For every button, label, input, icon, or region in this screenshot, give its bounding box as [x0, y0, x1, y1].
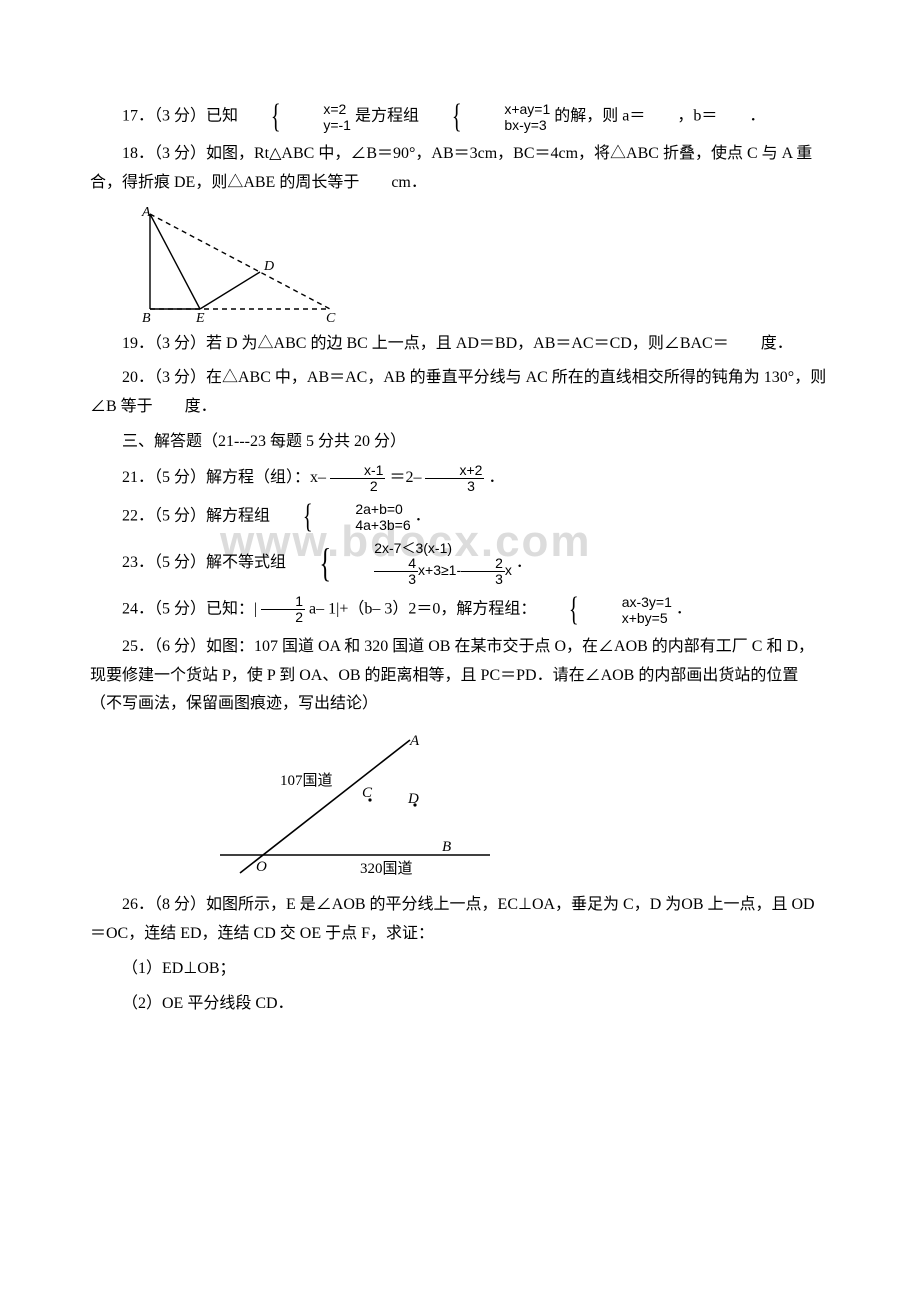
eq: 2x-7＜3(x-1): [342, 540, 512, 556]
q22-system: { 2a+b=0 4a+3b=6: [274, 500, 411, 534]
q17-system-1: { x=2 y=-1: [242, 100, 351, 134]
pt-c: C: [326, 311, 336, 324]
eq: 4 3 x+3≥1- 2 3 x: [342, 556, 512, 587]
q17-suffix: 的解，则 a＝ ，b＝ ．: [554, 108, 765, 125]
question-21: 21．（5 分）解方程（组）：x– x-1 2 ＝2– x+2 3 ．: [90, 463, 830, 494]
pt-d: D: [407, 791, 419, 807]
eq: x+by=5: [590, 610, 672, 626]
question-19: 19．（3 分）若 D 为△ABC 的边 BC 上一点，且 AD＝BD，AB＝A…: [90, 330, 830, 359]
q18-text: 18．（3 分）如图，Rt△ABC 中，∠B＝90°，AB＝3cm，BC＝4cm…: [90, 145, 812, 191]
pt-a: A: [141, 205, 151, 220]
eq: 2a+b=0: [323, 501, 410, 517]
q22-prefix: 22．（5 分）解方程组: [122, 507, 270, 524]
q23-suffix: ．: [516, 554, 532, 571]
q26-p2: （2）OE 平分线段 CD．: [122, 995, 294, 1012]
q19-text: 19．（3 分）若 D 为△ABC 的边 BC 上一点，且 AD＝BD，AB＝A…: [122, 335, 793, 352]
fraction: 1 2: [261, 594, 305, 625]
fraction: x-1 2: [330, 463, 385, 494]
pt-o: O: [256, 859, 267, 875]
pt-b: B: [142, 311, 151, 324]
figure-q25: 107国道 320国道 A B O C D: [210, 725, 830, 885]
eq: y=-1: [291, 117, 351, 133]
q21-suffix: ．: [488, 469, 504, 486]
question-25: 25．（6 分）如图：107 国道 OA 和 320 国道 OB 在某市交于点 …: [90, 633, 830, 719]
q17-system-2: { x+ay=1 bx-y=3: [423, 100, 550, 134]
eq: x+ay=1: [472, 101, 550, 117]
question-26-part1: （1）ED⊥OB；: [90, 955, 830, 984]
figure-q18: A B C D E: [130, 204, 830, 324]
q20-text: 20．（3 分）在△ABC 中，AB＝AC，AB 的垂直平分线与 AC 所在的直…: [90, 369, 826, 415]
q26-p1: （1）ED⊥OB；: [122, 960, 236, 977]
question-26: 26．（8 分）如图所示，E 是∠AOB 的平分线上一点，EC⊥OA，垂足为 C…: [90, 891, 830, 949]
pt-a: A: [409, 733, 420, 749]
q21-prefix: 21．（5 分）解方程（组）：x–: [122, 469, 326, 486]
q25-text: 25．（6 分）如图：107 国道 OA 和 320 国道 OB 在某市交于点 …: [90, 638, 814, 713]
question-26-part2: （2）OE 平分线段 CD．: [90, 990, 830, 1019]
q24-prefix: 24．（5 分）已知：|: [122, 600, 257, 617]
pt-b: B: [442, 839, 451, 855]
q23-prefix: 23．（5 分）解不等式组: [122, 554, 286, 571]
pt-d: D: [263, 259, 274, 274]
label-107: 107国道: [280, 772, 333, 789]
q17-mid: 是方程组: [355, 108, 419, 125]
q26-text: 26．（8 分）如图所示，E 是∠AOB 的平分线上一点，EC⊥OA，垂足为 C…: [90, 896, 815, 942]
q24-system: { ax-3y=1 x+by=5: [540, 593, 672, 627]
q24-mid: a– 1|+（b– 3）2＝0，解方程组：: [309, 600, 536, 617]
eq: bx-y=3: [472, 117, 550, 133]
question-22: 22．（5 分）解方程组 { 2a+b=0 4a+3b=6 ．: [90, 500, 830, 534]
question-18: 18．（3 分）如图，Rt△ABC 中，∠B＝90°，AB＝3cm，BC＝4cm…: [90, 140, 830, 198]
heading-text: 三、解答题（21---23 每题 5 分共 20 分）: [122, 433, 406, 450]
q23-system: { 2x-7＜3(x-1) 4 3 x+3≥1- 2 3 x: [290, 540, 512, 587]
eq: 4a+3b=6: [323, 517, 410, 533]
pt-c: C: [362, 785, 373, 801]
q22-suffix: ．: [415, 507, 431, 524]
question-23: 23．（5 分）解不等式组 { 2x-7＜3(x-1) 4 3 x+3≥1- 2…: [90, 540, 830, 587]
q24-suffix: ．: [676, 600, 692, 617]
q17-prefix: 17．（3 分）已知: [122, 108, 238, 125]
q21-mid: ＝2–: [389, 469, 421, 486]
fraction: x+2 3: [425, 463, 484, 494]
question-17: 17．（3 分）已知 { x=2 y=-1 是方程组 { x+ay=1 bx-y…: [90, 100, 830, 134]
question-20: 20．（3 分）在△ABC 中，AB＝AC，AB 的垂直平分线与 AC 所在的直…: [90, 364, 830, 422]
label-320: 320国道: [360, 860, 413, 877]
pt-e: E: [195, 311, 205, 324]
eq: x=2: [291, 101, 351, 117]
eq: ax-3y=1: [590, 594, 672, 610]
question-24: 24．（5 分）已知：| 1 2 a– 1|+（b– 3）2＝0，解方程组： {…: [90, 593, 830, 627]
section-3-heading: 三、解答题（21---23 每题 5 分共 20 分）: [90, 428, 830, 457]
